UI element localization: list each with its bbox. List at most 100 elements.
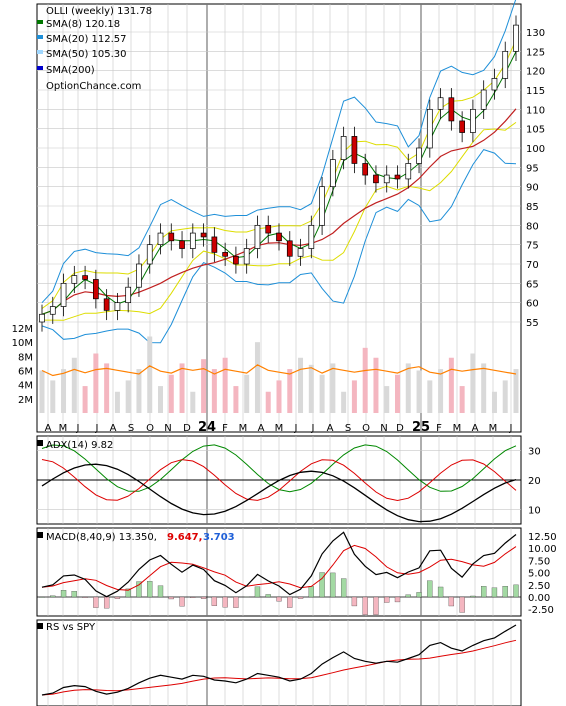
macd-histogram-bar [125, 588, 131, 598]
volume-tick-label: 8M [18, 352, 33, 363]
price-tick-label: 125 [526, 47, 545, 58]
volume-panel [39, 336, 519, 413]
candle-body [146, 244, 153, 265]
price-tick-label: 65 [526, 279, 539, 290]
volume-bar [125, 380, 131, 413]
macd-histogram-bar [60, 590, 67, 598]
x-axis-label: A [258, 423, 265, 434]
candle-body [297, 248, 304, 257]
volume-bar [265, 391, 271, 413]
macd-histogram-bar [513, 584, 519, 598]
macd-histogram-bar [233, 596, 239, 608]
x-axis-label: M [275, 423, 284, 434]
volume-bar [470, 353, 476, 413]
volume-bar [330, 363, 336, 413]
legend: OLLI (weekly) 131.78 SMA(8) 120.18 SMA(2… [37, 6, 152, 92]
x-axis-label: J [509, 423, 513, 434]
macd-histogram-bar [340, 578, 347, 598]
volume-bar [168, 374, 174, 413]
candle-body [243, 248, 250, 265]
macd-histogram-bar [437, 586, 444, 598]
volume-bar [71, 357, 77, 413]
price-tick-label: 75 [526, 241, 539, 252]
price-tick-label: 90 [526, 183, 539, 194]
macd-histogram-bar [50, 595, 56, 598]
volume-bar [416, 370, 422, 413]
adx-swatch [37, 440, 43, 446]
macd-histogram-bar [265, 594, 271, 598]
candle-body [200, 232, 207, 238]
volume-average-line [41, 364, 517, 377]
macd-histogram-bar [394, 596, 401, 603]
macd-tick-label: -2.50 [528, 605, 554, 616]
macd-tick-label: 7.50 [528, 556, 550, 567]
macd-histogram-bar [427, 580, 433, 598]
volume-bar [459, 386, 465, 413]
macd-histogram-bar [373, 596, 379, 615]
macd-histogram-bar [254, 586, 261, 598]
volume-bar [448, 357, 454, 413]
legend-swatch-sma50 [37, 50, 43, 54]
adx-tick-label: 20 [528, 476, 541, 487]
macd-histogram-bar [39, 596, 45, 598]
legend-title: OLLI (weekly) 131.78 [46, 6, 152, 17]
macd-histogram-bar [502, 586, 508, 598]
volume-bar [502, 380, 508, 413]
watermark: OptionChance.com [46, 81, 141, 92]
macd-tick-label: 0.00 [528, 593, 550, 604]
macd-histogram-bar [93, 596, 99, 608]
x-axis-label: 24 [198, 420, 216, 435]
volume-bar [298, 357, 304, 413]
candle-body [383, 174, 390, 184]
macd-tick-label: 12.50 [528, 532, 557, 543]
rs-panel [41, 624, 517, 696]
legend-sma200: SMA(200) [46, 65, 95, 76]
x-axis-label: J [76, 423, 80, 434]
x-axis-label: M [453, 423, 462, 434]
price-tick-label: 105 [526, 125, 545, 136]
candle-body [426, 108, 433, 149]
candle-body [71, 275, 78, 284]
macd-signal-value: 9.647, [167, 532, 202, 543]
candle-body [157, 232, 164, 246]
candle-body [491, 78, 498, 91]
macd-histogram-bar [168, 596, 174, 600]
volume-bar [319, 374, 325, 413]
volume-bar [82, 386, 88, 413]
volume-bar [308, 364, 314, 413]
macd-histogram-bar [459, 596, 465, 613]
rs-swatch [37, 623, 43, 629]
adx-panel [41, 444, 517, 523]
candle-body [394, 174, 401, 180]
volume-bar [341, 391, 347, 413]
volume-bar [39, 370, 45, 413]
candle-body [93, 279, 99, 300]
macd-histogram-bar [297, 596, 304, 599]
macd-histogram-bar [330, 572, 336, 598]
volume-bar [373, 357, 379, 413]
macd-histogram-bar [179, 596, 185, 607]
candle-body [308, 224, 315, 249]
adx-line [41, 463, 517, 523]
macd-histogram-bar [276, 596, 282, 602]
price-tick-label: 95 [526, 163, 539, 174]
candle-body [448, 97, 455, 122]
x-axis-label: M [489, 423, 498, 434]
x-axis-label: F [222, 423, 228, 434]
price-tick-label: 80 [526, 221, 539, 232]
volume-bar [61, 369, 67, 413]
price-tick-label: 115 [526, 86, 545, 97]
x-axis-label: J [311, 423, 315, 434]
volume-bar [244, 374, 250, 413]
macd-histogram-bar [384, 596, 390, 603]
candle-body [265, 224, 272, 234]
x-axis-label: 25 [412, 420, 430, 435]
price-tick-label: 120 [526, 67, 545, 78]
macd-histogram-bar [470, 595, 476, 598]
volume-bar [93, 353, 99, 413]
candle-body [470, 108, 476, 133]
legend-sma8: SMA(8) 120.18 [46, 19, 120, 30]
x-axis-label: A [327, 423, 334, 434]
volume-bar [233, 386, 239, 413]
candle-body [254, 224, 261, 249]
